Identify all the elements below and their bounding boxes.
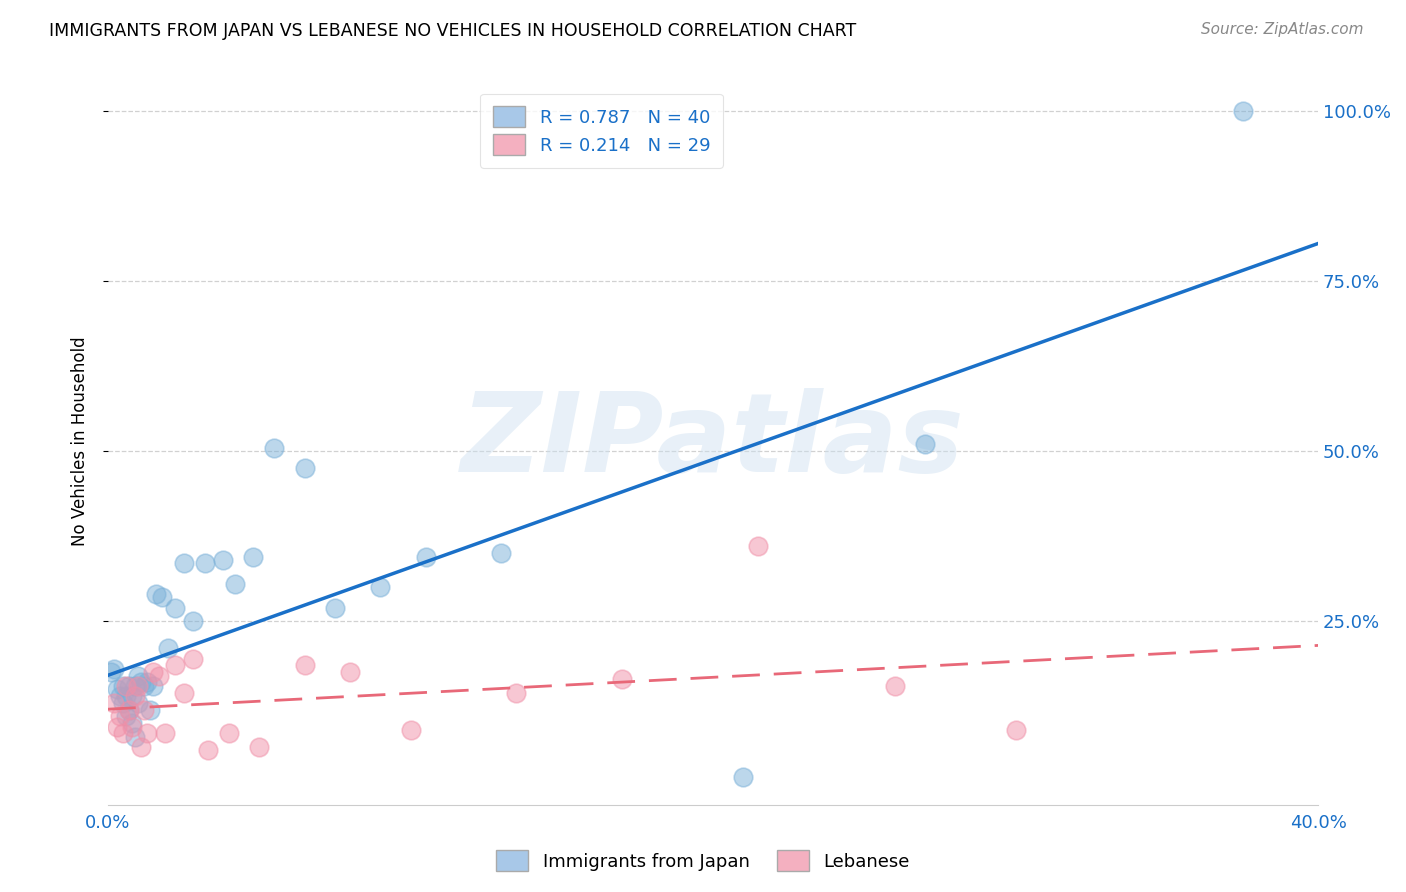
Point — [118, 702, 141, 716]
Point — [224, 576, 246, 591]
Point — [118, 702, 141, 716]
Point — [491, 546, 513, 560]
Point — [134, 702, 156, 716]
Point — [247, 739, 270, 754]
Point — [124, 679, 146, 693]
Point — [399, 723, 422, 737]
Point — [112, 696, 135, 710]
Point — [294, 658, 316, 673]
Point — [883, 679, 905, 693]
Point — [197, 743, 219, 757]
Point — [100, 665, 122, 680]
Legend: R = 0.787   N = 40, R = 0.214   N = 29: R = 0.787 N = 40, R = 0.214 N = 29 — [479, 94, 723, 168]
Text: ZIPatlas: ZIPatlas — [461, 387, 965, 494]
Point — [134, 679, 156, 693]
Point — [142, 679, 165, 693]
Point — [157, 641, 180, 656]
Point — [115, 709, 138, 723]
Point — [121, 719, 143, 733]
Point — [163, 600, 186, 615]
Point — [145, 587, 167, 601]
Point — [127, 696, 149, 710]
Text: IMMIGRANTS FROM JAPAN VS LEBANESE NO VEHICLES IN HOUSEHOLD CORRELATION CHART: IMMIGRANTS FROM JAPAN VS LEBANESE NO VEH… — [49, 22, 856, 40]
Point — [139, 702, 162, 716]
Text: Source: ZipAtlas.com: Source: ZipAtlas.com — [1201, 22, 1364, 37]
Point — [127, 668, 149, 682]
Point — [103, 696, 125, 710]
Point — [733, 771, 755, 785]
Point — [612, 672, 634, 686]
Point — [129, 739, 152, 754]
Point — [173, 557, 195, 571]
Legend: Immigrants from Japan, Lebanese: Immigrants from Japan, Lebanese — [489, 843, 917, 879]
Point — [127, 679, 149, 693]
Point — [105, 682, 128, 697]
Point — [148, 668, 170, 682]
Point — [115, 689, 138, 703]
Point — [368, 580, 391, 594]
Point — [108, 709, 131, 723]
Point — [505, 685, 527, 699]
Point — [194, 557, 217, 571]
Point — [152, 591, 174, 605]
Point — [129, 675, 152, 690]
Point — [339, 665, 361, 680]
Point — [242, 549, 264, 564]
Point — [914, 437, 936, 451]
Point — [747, 540, 769, 554]
Point — [108, 689, 131, 703]
Point — [1004, 723, 1026, 737]
Point — [115, 679, 138, 693]
Point — [323, 600, 346, 615]
Point — [124, 730, 146, 744]
Point — [181, 651, 204, 665]
Point — [415, 549, 437, 564]
Point — [263, 441, 285, 455]
Point — [212, 553, 235, 567]
Point — [1232, 104, 1254, 119]
Point — [163, 658, 186, 673]
Point — [121, 689, 143, 703]
Point — [294, 461, 316, 475]
Point — [173, 685, 195, 699]
Point — [181, 614, 204, 628]
Point — [136, 726, 159, 740]
Point — [121, 716, 143, 731]
Point — [112, 726, 135, 740]
Point — [155, 726, 177, 740]
Point — [105, 719, 128, 733]
Point — [118, 679, 141, 693]
Point — [136, 675, 159, 690]
Point — [103, 662, 125, 676]
Y-axis label: No Vehicles in Household: No Vehicles in Household — [72, 336, 89, 546]
Point — [124, 689, 146, 703]
Point — [142, 665, 165, 680]
Point — [218, 726, 240, 740]
Point — [112, 679, 135, 693]
